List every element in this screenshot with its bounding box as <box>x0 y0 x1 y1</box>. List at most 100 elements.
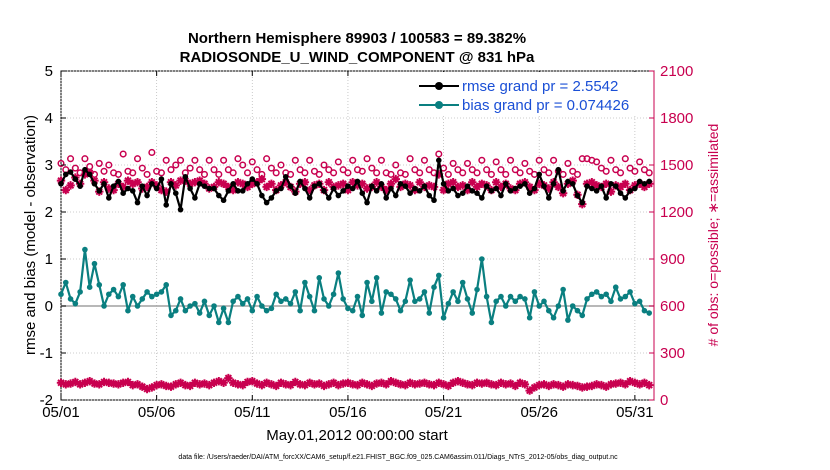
bias-point <box>259 303 265 309</box>
obs-assimilated-point <box>496 182 506 192</box>
obs-assimilated-bottom-point <box>439 380 448 389</box>
star-glyph <box>205 380 214 390</box>
bias-point <box>531 289 538 295</box>
obs-assimilated-point <box>262 182 271 192</box>
obs-possible-point <box>511 166 519 174</box>
obs-possible-point <box>492 158 500 166</box>
star-glyph <box>372 178 381 187</box>
bias-point <box>526 314 533 321</box>
x-tick-label: 05/31 <box>616 404 654 421</box>
star-glyph <box>381 380 391 389</box>
obs-assimilated-point <box>353 181 362 190</box>
bias-point <box>263 307 270 314</box>
obs-assimilated-bottom-point <box>238 380 247 390</box>
rmse-point <box>560 188 566 194</box>
obs-possible-point <box>616 169 625 177</box>
star-glyph <box>334 181 343 190</box>
bias-point <box>172 307 179 314</box>
obs-possible-point <box>578 155 586 163</box>
obs-assimilated-point <box>276 181 286 190</box>
star-glyph <box>645 380 654 390</box>
bias-point <box>364 279 370 286</box>
obs-possible-point <box>621 155 629 163</box>
obs-assimilated-point <box>453 182 463 192</box>
bias-point <box>254 293 260 300</box>
obs-possible-point <box>607 156 615 164</box>
rmse-point <box>311 183 318 189</box>
rmse-point <box>106 195 112 201</box>
obs-assimilated-bottom-point <box>138 382 147 391</box>
obs-assimilated-point <box>109 185 118 195</box>
star-glyph <box>152 181 161 190</box>
bias-point <box>101 303 107 309</box>
rmse-point <box>603 195 609 201</box>
obs-possible-point <box>224 166 232 174</box>
star-glyph <box>228 185 238 195</box>
star-glyph <box>324 178 334 187</box>
obs-possible-point <box>148 148 156 157</box>
bias-point <box>431 284 437 291</box>
obs-assimilated-bottom-point <box>85 377 94 386</box>
star-glyph <box>592 380 601 389</box>
plot-frame <box>60 70 655 401</box>
obs-assimilated-bottom-point <box>205 380 214 390</box>
star-glyph <box>621 179 630 188</box>
obs-assimilated-point <box>214 178 224 187</box>
obs-possible-point <box>425 166 433 174</box>
legend-rmse-label: rmse grand pr = 2.5542 <box>462 78 618 95</box>
obs-possible-point <box>593 158 601 166</box>
star-glyph <box>114 380 123 389</box>
obs-assimilated-point <box>444 179 453 188</box>
star-glyph <box>539 380 549 389</box>
star-glyph <box>386 377 396 386</box>
rmse-point <box>110 183 117 189</box>
rmse-point <box>364 199 370 206</box>
star-glyph <box>396 182 405 192</box>
obs-assimilated-bottom-point <box>420 378 429 387</box>
rmse-point <box>220 197 227 204</box>
star-glyph <box>276 181 286 190</box>
obs-assimilated-point <box>477 179 487 188</box>
bias-point <box>306 293 313 300</box>
obs-assimilated-bottom-point <box>362 380 372 389</box>
obs-assimilated-bottom-point <box>582 382 592 391</box>
obs-assimilated-bottom-point <box>61 380 70 389</box>
star-glyph <box>554 182 563 192</box>
star-glyph <box>468 178 477 187</box>
rmse-point <box>101 181 107 187</box>
obs-assimilated-bottom-point <box>66 379 75 388</box>
star-glyph <box>338 379 348 388</box>
star-glyph <box>425 181 434 190</box>
obs-assimilated-bottom-point <box>147 383 157 392</box>
x-tick-label: 05/01 <box>42 404 80 421</box>
y-tick-label: 3 <box>45 157 53 174</box>
obs-possible-point <box>416 169 424 177</box>
bias-point <box>440 314 447 321</box>
obs-assimilated-point <box>592 181 601 190</box>
y2-axis-label: # of obs: o=possible; ∗=assimilated <box>705 124 721 347</box>
bias-point <box>106 291 112 298</box>
obs-assimilated-point <box>568 176 577 185</box>
bias-point <box>541 298 547 305</box>
star-glyph <box>66 181 75 190</box>
obs-assimilated-point <box>362 184 372 193</box>
star-glyph <box>300 178 310 187</box>
obs-possible-point <box>454 166 462 174</box>
obs-assimilated-point <box>66 181 75 190</box>
rmse-point <box>421 183 428 189</box>
obs-possible-point <box>631 167 639 175</box>
rmse-point <box>172 190 179 196</box>
obs-assimilated-point <box>238 179 247 188</box>
bias-point <box>569 303 576 309</box>
star-glyph <box>195 380 204 389</box>
star-glyph <box>90 176 99 185</box>
rmse-point <box>72 176 79 182</box>
rmse-point <box>134 199 141 206</box>
obs-possible-point <box>435 150 443 158</box>
obs-assimilated-bottom-point <box>511 381 520 391</box>
bias-point <box>268 305 275 312</box>
star-glyph <box>219 179 228 188</box>
star-glyph <box>601 382 611 391</box>
bias-point <box>340 296 346 302</box>
star-glyph <box>281 380 290 389</box>
